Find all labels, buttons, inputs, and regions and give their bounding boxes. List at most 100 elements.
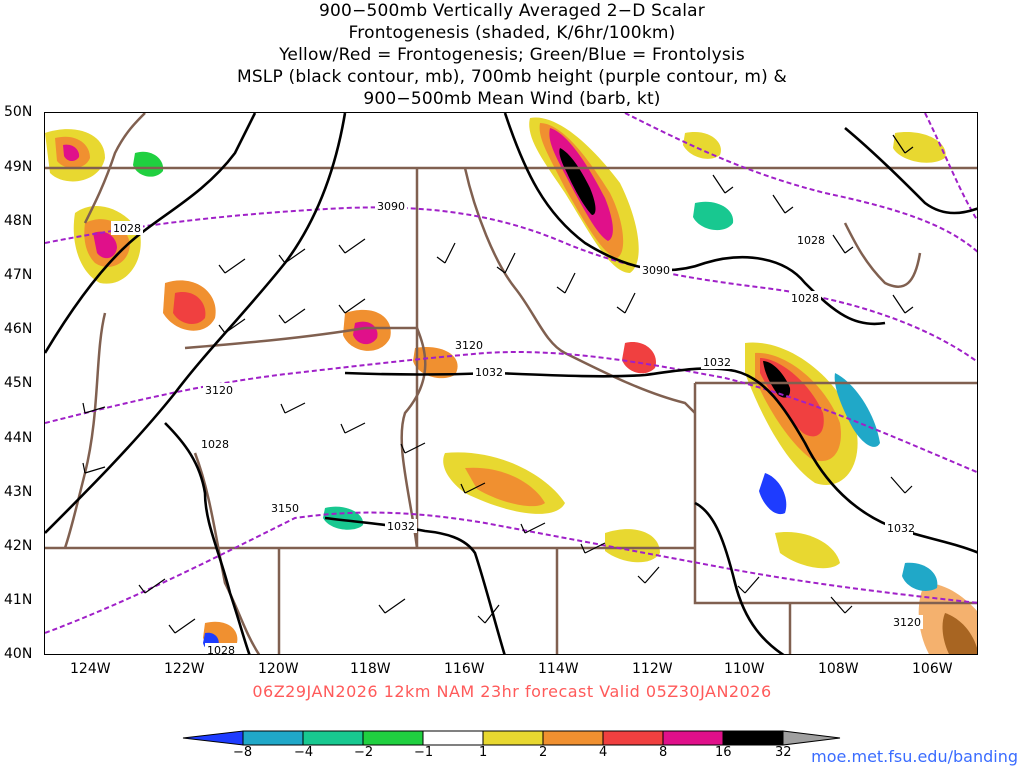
colorbar-label: 4 <box>599 745 608 760</box>
colorbar-label: −8 <box>233 745 253 760</box>
wind-barb <box>400 442 426 454</box>
wind-barb <box>168 618 196 634</box>
colorbar-swatch <box>182 730 244 746</box>
mslp-contour-ne <box>844 127 977 215</box>
wind-barb <box>378 598 406 614</box>
lat-label-49n: 49N <box>4 159 33 175</box>
colorbar-swatch <box>482 730 544 746</box>
title-line-4: MSLP (black contour, mb), 700mb height (… <box>236 67 788 87</box>
mslp-contour-1032-south <box>324 516 506 654</box>
colorbar-swatch <box>362 730 424 746</box>
wind-barb <box>218 258 246 274</box>
wind-barb <box>772 194 794 214</box>
river-east <box>843 222 922 288</box>
lon-label-114w: 114W <box>538 661 579 677</box>
wind-barb <box>82 462 106 474</box>
colorbar-label: 2 <box>539 745 548 760</box>
mslp-label: 1028 <box>791 292 819 305</box>
title-line-5: 900−500mb Mean Wind (barb, kt) <box>363 89 661 109</box>
wind-barb <box>436 242 456 264</box>
wind-barb <box>496 252 516 274</box>
colorbar-swatch <box>662 730 724 746</box>
credit-link[interactable]: moe.met.fsu.edu/banding <box>811 747 1018 766</box>
contour-labels: 3090 3090 3120 3120 3150 3120 1028 1028 … <box>111 199 923 655</box>
wind-barb <box>280 402 306 414</box>
mslp-label: 1032 <box>475 366 503 379</box>
colorbar-swatch <box>722 730 784 746</box>
wind-barb <box>712 174 734 194</box>
lat-label-44n: 44N <box>4 430 33 446</box>
colorbar-label: −4 <box>294 745 314 760</box>
height-label: 3090 <box>642 264 670 277</box>
wind-barb <box>520 522 546 534</box>
height-label: 3120 <box>205 384 233 397</box>
wind-barb <box>138 578 166 594</box>
wind-barb <box>460 482 486 494</box>
lat-label-47n: 47N <box>4 267 33 283</box>
wy-border <box>693 383 977 605</box>
lon-label-112w: 112W <box>632 661 673 677</box>
wind-barb <box>338 238 366 254</box>
wind-barb <box>82 402 106 414</box>
wind-barb <box>278 248 306 264</box>
mslp-label: 1032 <box>703 356 731 369</box>
sierra-line <box>193 452 261 654</box>
mslp-label: 1028 <box>207 644 235 655</box>
colorbar-label: −2 <box>354 745 374 760</box>
mslp-contour-1028-sw <box>164 422 251 654</box>
pacific-coast <box>63 312 107 549</box>
wind-barb <box>832 234 854 254</box>
wind-barb <box>892 134 914 154</box>
colorbar-label: −1 <box>414 745 434 760</box>
mslp-contour-1028-north <box>503 113 886 326</box>
colorbar-label: 8 <box>659 745 668 760</box>
id-mt-border <box>463 167 696 414</box>
mslp-label: 1028 <box>113 222 141 235</box>
height-contour-ne <box>624 113 977 253</box>
mslp-label: 1032 <box>387 520 415 533</box>
lat-label-50n: 50N <box>4 104 33 120</box>
title-line-2: Frontogenesis (shaded, K/6hr/100km) <box>348 23 676 43</box>
frontogenesis-shading <box>45 117 977 654</box>
mslp-label: 1028 <box>201 438 229 451</box>
lat-label-40n: 40N <box>4 646 33 662</box>
wind-barb <box>637 566 660 584</box>
colorbar-svg <box>182 730 841 746</box>
height-label: 3090 <box>377 200 405 213</box>
height-label: 3120 <box>893 616 921 629</box>
wind-barb <box>830 596 853 614</box>
lat-label-48n: 48N <box>4 213 33 229</box>
or-id-border <box>400 327 427 549</box>
colorbar-swatch <box>542 730 604 746</box>
lat-label-46n: 46N <box>4 321 33 337</box>
wind-barb <box>890 476 913 494</box>
mslp-contour-1032-west <box>45 113 347 534</box>
colorbar-label: 16 <box>715 745 732 760</box>
height-contour-3150 <box>45 511 977 634</box>
lon-label-120w: 120W <box>258 661 299 677</box>
wa-or-border <box>184 326 417 350</box>
mslp-label: 1032 <box>887 522 915 535</box>
height-contour-3090 <box>45 206 977 363</box>
map-svg: 3090 3090 3120 3120 3150 3120 1028 1028 … <box>45 113 977 655</box>
colorbar-swatch <box>602 730 664 746</box>
wind-barb <box>218 318 246 334</box>
lon-label-106w: 106W <box>912 661 953 677</box>
shading-se-band <box>745 342 977 654</box>
height-label: 3150 <box>271 502 299 515</box>
political-borders <box>45 113 977 654</box>
height-label: 3120 <box>455 339 483 352</box>
colorbar-swatch <box>302 730 364 746</box>
shading-central-band <box>529 117 639 273</box>
wind-barb <box>737 576 760 594</box>
wind-barb <box>338 298 366 314</box>
lat-label-41n: 41N <box>4 592 33 608</box>
wind-barbs <box>82 134 914 634</box>
wind-barb <box>278 308 306 324</box>
lon-label-110w: 110W <box>724 661 765 677</box>
colorbar-label: 32 <box>775 745 792 760</box>
mslp-label: 1028 <box>797 234 825 247</box>
colorbar-swatch <box>782 730 841 746</box>
map-panel: 3090 3090 3120 3120 3150 3120 1028 1028 … <box>44 112 978 655</box>
colorbar-swatch <box>422 730 484 746</box>
